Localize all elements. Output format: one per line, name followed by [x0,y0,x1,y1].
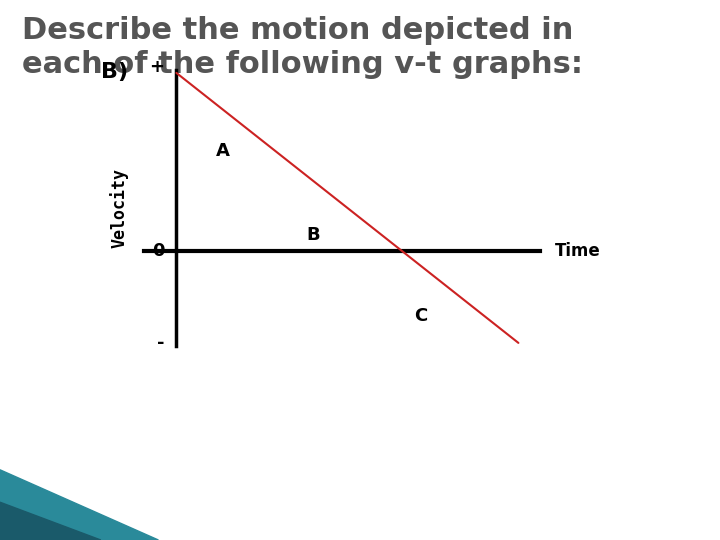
Text: B): B) [101,62,128,82]
Text: +: + [149,58,164,77]
Polygon shape [0,470,158,540]
Text: Time: Time [554,242,600,260]
Text: Describe the motion depicted in
each of the following v-t graphs:: Describe the motion depicted in each of … [22,16,582,79]
Text: B: B [307,226,320,244]
Text: Velocity: Velocity [109,168,128,248]
Text: -: - [157,334,164,352]
Text: 0: 0 [152,242,164,260]
Polygon shape [0,502,101,540]
Text: A: A [216,142,230,160]
Text: C: C [415,307,428,325]
